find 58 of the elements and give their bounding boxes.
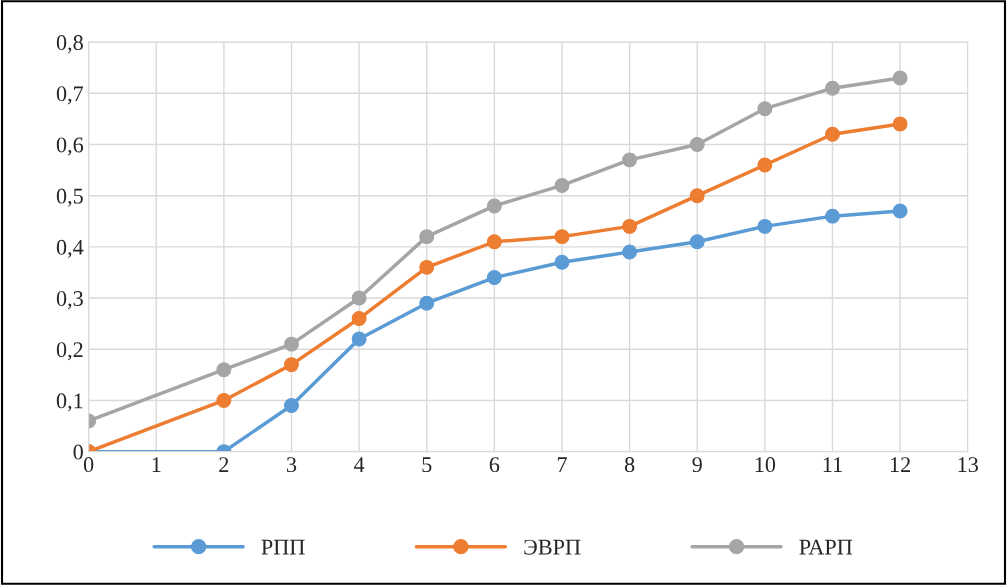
point xyxy=(284,398,299,414)
point xyxy=(825,208,840,224)
point xyxy=(486,198,502,214)
point xyxy=(757,157,773,173)
point xyxy=(554,229,570,245)
point xyxy=(284,357,299,373)
x-tick-label: 7 xyxy=(557,457,567,472)
y-tick-label: 0 xyxy=(73,444,83,460)
point xyxy=(622,218,638,234)
y-tick-label: 0,8 xyxy=(56,35,83,54)
x-tick-label: 9 xyxy=(692,457,702,473)
x-tick-label: 10 xyxy=(755,457,776,473)
y-tick-label: 0,7 xyxy=(56,86,84,105)
x-tick-label: 3 xyxy=(286,457,297,473)
x-tick-label: 8 xyxy=(624,457,635,473)
point xyxy=(554,177,570,193)
point xyxy=(486,234,502,250)
legend-label: РАРП xyxy=(799,539,853,555)
x-tick-label: 13 xyxy=(958,457,978,473)
point xyxy=(892,70,908,86)
point xyxy=(689,188,705,204)
y-tick-label: 0,5 xyxy=(56,188,83,207)
point xyxy=(419,259,435,275)
point xyxy=(284,336,299,352)
x-tick-label: 4 xyxy=(353,457,365,472)
point xyxy=(554,254,570,270)
point xyxy=(622,244,638,260)
point xyxy=(892,203,908,219)
x-tick-label: 12 xyxy=(890,457,910,472)
point xyxy=(351,290,367,306)
point xyxy=(622,152,638,168)
x-tick-label: 1 xyxy=(152,457,161,472)
y-tick-label: 0,6 xyxy=(56,137,84,156)
y-tick-label: 0,2 xyxy=(56,342,83,361)
point xyxy=(351,311,367,326)
x-tick-label: 5 xyxy=(422,457,432,473)
point xyxy=(892,116,908,132)
legend-label: ЭВРП xyxy=(524,539,581,555)
x-tick-label: 2 xyxy=(219,457,229,472)
point xyxy=(419,295,435,311)
y-tick-label: 0,4 xyxy=(56,239,84,258)
point xyxy=(419,229,435,245)
point xyxy=(486,270,502,286)
point xyxy=(351,331,367,347)
point xyxy=(825,80,840,96)
point xyxy=(216,362,232,378)
y-tick-label: 0,1 xyxy=(56,393,83,412)
x-tick-label: 0 xyxy=(83,457,94,473)
legend-label: РПП xyxy=(261,539,305,555)
point xyxy=(216,392,232,408)
y-tick-label: 0,3 xyxy=(56,290,83,310)
point xyxy=(757,218,773,234)
point xyxy=(757,101,773,117)
point xyxy=(689,234,705,250)
point xyxy=(689,137,705,152)
x-tick-label: 11 xyxy=(823,457,842,472)
point xyxy=(825,126,840,142)
x-tick-label: 6 xyxy=(489,457,500,473)
